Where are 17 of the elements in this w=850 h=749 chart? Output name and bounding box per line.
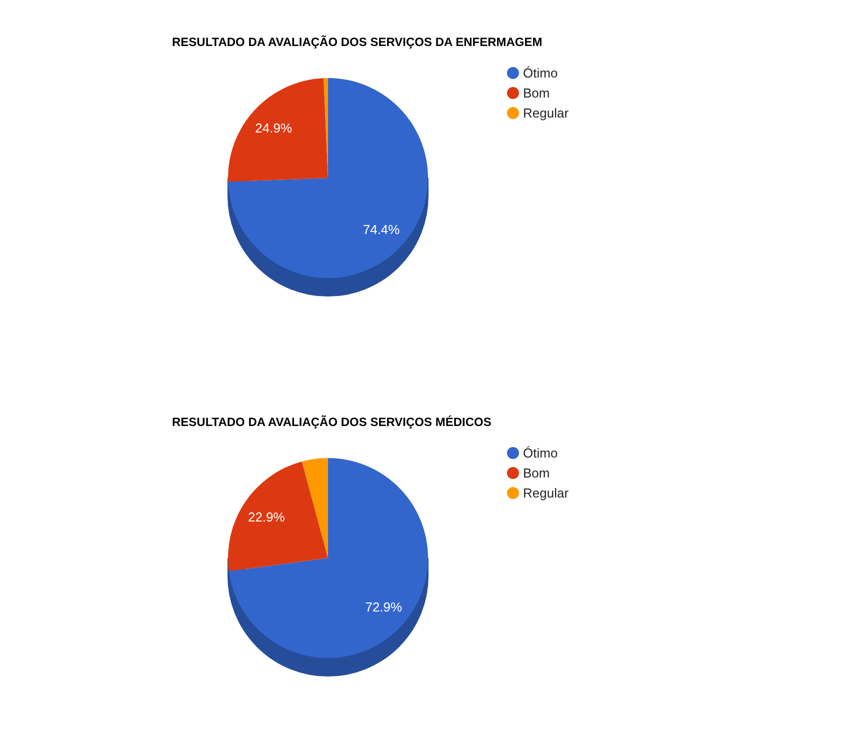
legend-label: Regular (523, 486, 570, 500)
legend-label: Regular (523, 106, 570, 120)
pie-slice (228, 461, 328, 572)
data-label: 22.9% (248, 509, 286, 524)
legend-label: Ótimo (523, 66, 558, 80)
chart-title: RESULTADO DA AVALIAÇÃO DOS SERVIÇOS MÉDICOS (172, 415, 492, 429)
legend-label: Bom (523, 86, 550, 100)
pie-slice (228, 458, 428, 658)
legend-label: Bom (523, 466, 550, 480)
legend-label: Ótimo (523, 446, 558, 460)
data-label: 24.9% (255, 120, 292, 136)
pie-slice (302, 458, 328, 558)
pie-slice (228, 78, 428, 278)
data-label: 72.9% (365, 599, 403, 614)
chart-title: RESULTADO DA AVALIAÇÃO DOS SERVIÇOS DA ENFERMAGEM (172, 35, 542, 49)
pie-slice (228, 78, 328, 182)
data-label: 74.4% (362, 222, 400, 237)
